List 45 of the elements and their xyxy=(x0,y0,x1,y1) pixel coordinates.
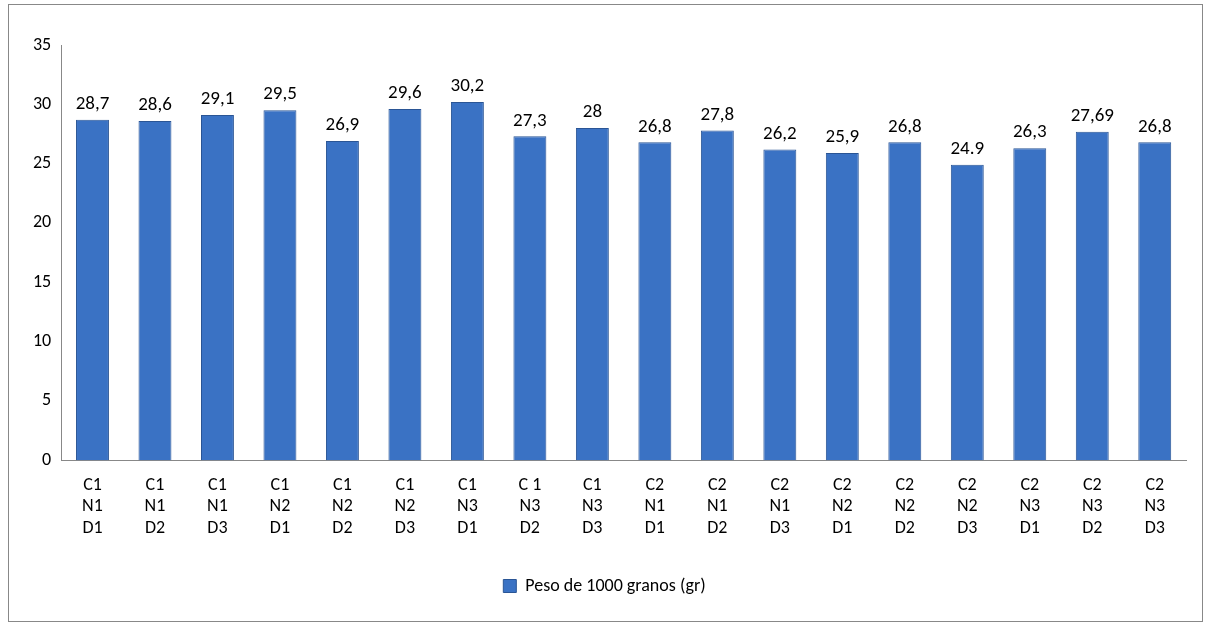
x-tick-label: C2 N2 D2 xyxy=(894,472,916,538)
x-tick-label: C2 N1 D3 xyxy=(769,472,791,538)
data-label: 26,3 xyxy=(1012,119,1047,143)
x-tick-label: C 1 N3 D2 xyxy=(518,472,542,538)
data-label: 27,69 xyxy=(1070,102,1114,126)
data-label: 28 xyxy=(582,99,603,123)
data-label: 26,2 xyxy=(763,120,797,144)
data-label: 26,9 xyxy=(325,112,360,136)
data-label: 27,8 xyxy=(700,101,735,125)
data-label: 29,1 xyxy=(200,86,235,110)
y-tick-label: 35 xyxy=(33,32,52,55)
x-tick-label: C1 N2 D2 xyxy=(332,472,353,538)
x-tick-label: C1 N1 D2 xyxy=(144,472,166,538)
data-label: 24.9 xyxy=(950,136,985,160)
data-label: 26,8 xyxy=(1137,113,1172,137)
data-label: 29,5 xyxy=(263,81,297,105)
x-tick-label: C1 N3 D1 xyxy=(457,472,478,538)
x-tick-label: C2 N3 D1 xyxy=(1019,472,1041,538)
data-label: 26,8 xyxy=(638,113,672,137)
data-label: 25,9 xyxy=(825,124,860,148)
data-label: 29,6 xyxy=(388,80,422,104)
data-label: 30,2 xyxy=(450,73,485,97)
x-tick-label: C2 N3 D2 xyxy=(1081,472,1103,538)
x-tick-label: C1 N2 D1 xyxy=(269,472,291,538)
x-tick-label: C2 N3 D3 xyxy=(1144,472,1166,538)
data-label: 28,6 xyxy=(138,92,172,116)
x-tick-label: C2 N1 D2 xyxy=(706,472,728,538)
x-tick-label: C1 N2 D3 xyxy=(394,472,416,538)
y-tick-label: 10 xyxy=(33,329,52,352)
x-tick-label: C1 N1 D3 xyxy=(207,472,228,538)
x-tick-label: C2 N2 D1 xyxy=(831,472,853,538)
y-tick-label: 25 xyxy=(33,151,52,174)
x-tick-label: C1 N1 D1 xyxy=(82,472,103,538)
x-tick-label: C2 N1 D1 xyxy=(644,472,666,538)
data-label: 27,3 xyxy=(513,107,547,131)
y-tick-label: 30 xyxy=(33,91,52,114)
legend-label: Peso de 1000 granos (gr) xyxy=(525,573,706,596)
y-tick-label: 20 xyxy=(33,210,52,233)
y-tick-label: 5 xyxy=(42,388,52,411)
y-tick-label: 15 xyxy=(33,269,52,292)
data-label: 26,8 xyxy=(887,113,922,137)
data-label: 28,7 xyxy=(75,90,110,114)
x-tick-label: C2 N2 D3 xyxy=(956,472,978,538)
x-tick-label: C1 N3 D3 xyxy=(582,472,603,538)
y-tick-label: 0 xyxy=(42,447,52,470)
